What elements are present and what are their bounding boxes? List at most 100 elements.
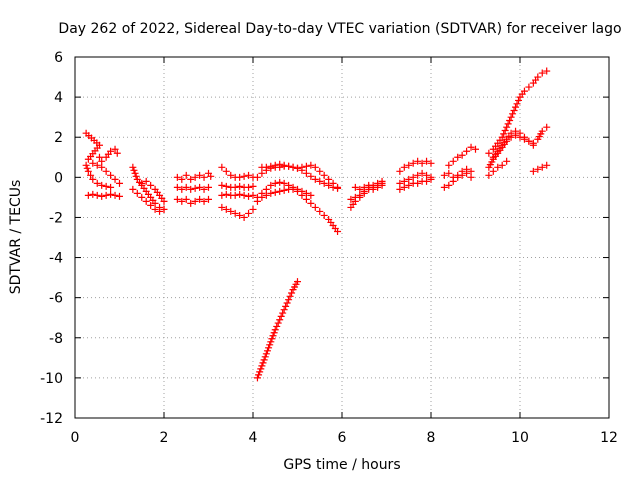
- y-axis-label: SDTVAR / TECUs: [8, 180, 24, 295]
- data-point: [129, 185, 137, 193]
- series-sat-s: [253, 185, 342, 235]
- chart-title: Day 262 of 2022, Sidereal Day-to-day VTE…: [58, 21, 621, 37]
- data-point: [356, 185, 364, 193]
- data-point: [325, 181, 333, 189]
- data-point: [538, 69, 546, 77]
- data-point: [240, 213, 248, 221]
- y-tick-label: -10: [40, 371, 63, 387]
- data-point: [205, 195, 212, 203]
- data-point: [294, 278, 301, 286]
- data-point: [138, 179, 146, 187]
- data-point: [95, 153, 103, 161]
- data-point: [445, 169, 453, 177]
- data-point: [173, 173, 181, 181]
- data-point: [396, 185, 404, 193]
- data-point: [262, 350, 270, 358]
- data-point: [160, 197, 168, 205]
- data-point: [102, 191, 110, 199]
- data-point: [351, 183, 359, 191]
- data-point: [245, 171, 253, 179]
- data-point: [512, 127, 520, 135]
- data-point: [325, 175, 333, 183]
- data-point: [445, 181, 453, 189]
- data-point: [400, 163, 408, 171]
- data-point: [283, 299, 291, 307]
- series-sat-h: [173, 169, 215, 183]
- data-point: [93, 179, 101, 187]
- y-tick-label: 2: [54, 130, 63, 146]
- data-point: [276, 160, 284, 168]
- data-point: [302, 169, 310, 177]
- data-point: [107, 147, 115, 155]
- x-tick-label: 12: [600, 430, 618, 446]
- x-tick-label: 10: [511, 430, 529, 446]
- data-point: [231, 183, 239, 191]
- x-tick-label: 2: [160, 430, 169, 446]
- data-point: [515, 96, 523, 104]
- data-point: [267, 189, 275, 197]
- series-sat-x: [396, 169, 435, 187]
- data-point: [260, 356, 268, 364]
- data-point: [440, 183, 448, 191]
- data-point: [405, 181, 413, 189]
- data-point: [98, 163, 106, 171]
- data-point: [285, 162, 293, 170]
- data-point: [236, 190, 244, 198]
- data-point: [269, 332, 277, 340]
- data-point: [351, 193, 359, 201]
- data-point: [427, 159, 435, 167]
- data-point: [138, 193, 146, 201]
- data-point: [222, 182, 230, 190]
- series-sat-n: [218, 203, 257, 221]
- data-point: [89, 190, 97, 198]
- data-point: [245, 192, 253, 200]
- data-point: [231, 191, 239, 199]
- data-point: [84, 167, 92, 175]
- data-point: [218, 203, 226, 211]
- tick-labels: 0 2 4 6 8 10 12 -12 -10 -8 -6 -4 -2 0 2 4 6: [40, 50, 618, 446]
- data-point: [182, 171, 190, 179]
- data-point: [311, 163, 319, 171]
- series-sat-ae: [489, 127, 537, 161]
- data-point: [307, 172, 315, 180]
- data-points: [82, 67, 551, 382]
- data-point: [258, 193, 266, 201]
- data-point: [267, 181, 275, 189]
- data-point: [276, 316, 284, 324]
- series-sat-t: [347, 179, 386, 211]
- data-point: [271, 188, 279, 196]
- data-point: [245, 209, 253, 217]
- data-point: [467, 143, 475, 151]
- data-point: [525, 137, 533, 145]
- data-point: [222, 190, 230, 198]
- data-point: [107, 183, 115, 191]
- data-point: [543, 123, 551, 131]
- data-point: [98, 192, 106, 200]
- data-point: [107, 171, 115, 179]
- data-point: [271, 326, 279, 334]
- data-point: [280, 186, 288, 194]
- data-point: [187, 185, 195, 193]
- data-point: [427, 175, 435, 183]
- data-point: [222, 167, 230, 175]
- data-point: [449, 157, 457, 165]
- data-point: [409, 173, 417, 181]
- data-point: [205, 183, 212, 191]
- data-point: [236, 182, 244, 190]
- data-point: [271, 179, 279, 187]
- data-point: [142, 197, 150, 205]
- series-sat-l: [218, 181, 257, 191]
- data-point: [400, 183, 408, 191]
- data-point: [282, 302, 290, 310]
- data-point: [116, 179, 123, 187]
- data-point: [307, 199, 315, 207]
- data-point: [423, 177, 431, 185]
- data-point: [253, 173, 261, 181]
- data-point: [253, 374, 261, 382]
- data-point: [151, 199, 159, 207]
- series-sat-i: [173, 183, 212, 193]
- data-point: [249, 191, 257, 199]
- data-point: [249, 182, 257, 190]
- data-point: [356, 191, 364, 199]
